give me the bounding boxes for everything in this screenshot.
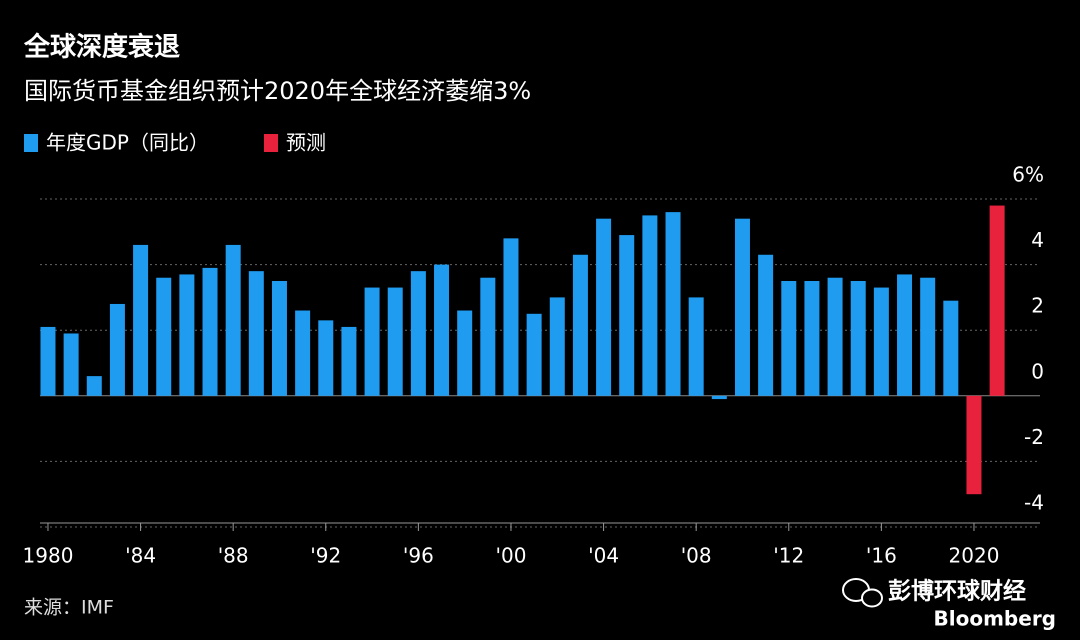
bar bbox=[943, 300, 959, 396]
bar bbox=[642, 215, 658, 396]
bar bbox=[804, 281, 820, 396]
bar bbox=[86, 376, 102, 396]
bar bbox=[734, 218, 750, 396]
bar bbox=[758, 254, 774, 396]
legend-swatch bbox=[264, 134, 278, 152]
y-tick-label: 6% bbox=[1012, 163, 1044, 187]
bar bbox=[387, 287, 403, 396]
bar bbox=[966, 395, 982, 495]
bar bbox=[897, 274, 913, 396]
legend-label: 预测 bbox=[286, 131, 326, 155]
x-tick-label: '08 bbox=[681, 544, 712, 568]
source: 来源：IMF bbox=[24, 597, 114, 619]
bar bbox=[109, 303, 125, 396]
bar bbox=[364, 287, 380, 396]
brand: Bloomberg bbox=[934, 607, 1056, 631]
watermark: 彭博环球财经 bbox=[888, 578, 1026, 605]
x-tick-label: '96 bbox=[403, 544, 434, 568]
y-tick-label: 0 bbox=[1031, 359, 1044, 383]
x-tick-label: '88 bbox=[218, 544, 249, 568]
x-tick-label: 2020 bbox=[949, 544, 1000, 568]
bar bbox=[665, 212, 681, 396]
bar bbox=[295, 310, 311, 396]
x-tick-label: '12 bbox=[773, 544, 804, 568]
x-tick-label: '84 bbox=[125, 544, 156, 568]
bar bbox=[526, 313, 542, 396]
watermark-icon bbox=[842, 578, 883, 608]
chart-title: 全球深度衰退 bbox=[23, 32, 180, 63]
bar bbox=[688, 297, 704, 396]
bar bbox=[271, 281, 287, 396]
bar bbox=[410, 271, 426, 396]
bar bbox=[989, 205, 1005, 396]
legend-swatch bbox=[24, 134, 38, 152]
y-tick-label: 2 bbox=[1031, 294, 1044, 318]
x-tick-label: '00 bbox=[495, 544, 526, 568]
bar bbox=[711, 395, 727, 400]
bar bbox=[781, 281, 797, 396]
y-tick-label: -2 bbox=[1024, 425, 1044, 449]
bar bbox=[156, 277, 172, 396]
chart-subtitle: 国际货币基金组织预计2020年全球经济萎缩3% bbox=[24, 77, 531, 105]
bar bbox=[40, 326, 56, 396]
bar bbox=[225, 244, 241, 396]
x-tick-label: '16 bbox=[866, 544, 897, 568]
bar bbox=[341, 326, 357, 396]
bar bbox=[179, 274, 195, 396]
bar bbox=[318, 320, 334, 396]
bar bbox=[434, 264, 450, 396]
bar bbox=[920, 277, 936, 396]
y-tick-label: 4 bbox=[1031, 228, 1044, 252]
bar bbox=[480, 277, 496, 396]
bar bbox=[827, 277, 843, 396]
bar bbox=[549, 297, 565, 396]
bar bbox=[619, 235, 635, 396]
x-tick-label: '04 bbox=[588, 544, 619, 568]
y-tick-label: -4 bbox=[1024, 491, 1044, 515]
x-tick-label: 1980 bbox=[23, 544, 74, 568]
bar bbox=[248, 271, 264, 396]
bar bbox=[503, 238, 519, 396]
bar bbox=[133, 244, 149, 396]
bar bbox=[596, 218, 612, 396]
bar bbox=[457, 310, 473, 396]
bar bbox=[572, 254, 588, 396]
bar bbox=[63, 333, 79, 396]
bar bbox=[850, 281, 866, 396]
bar bbox=[202, 267, 218, 396]
bar bbox=[873, 287, 889, 396]
x-tick-label: '92 bbox=[310, 544, 341, 568]
legend-label: 年度GDP（同比） bbox=[46, 131, 209, 155]
